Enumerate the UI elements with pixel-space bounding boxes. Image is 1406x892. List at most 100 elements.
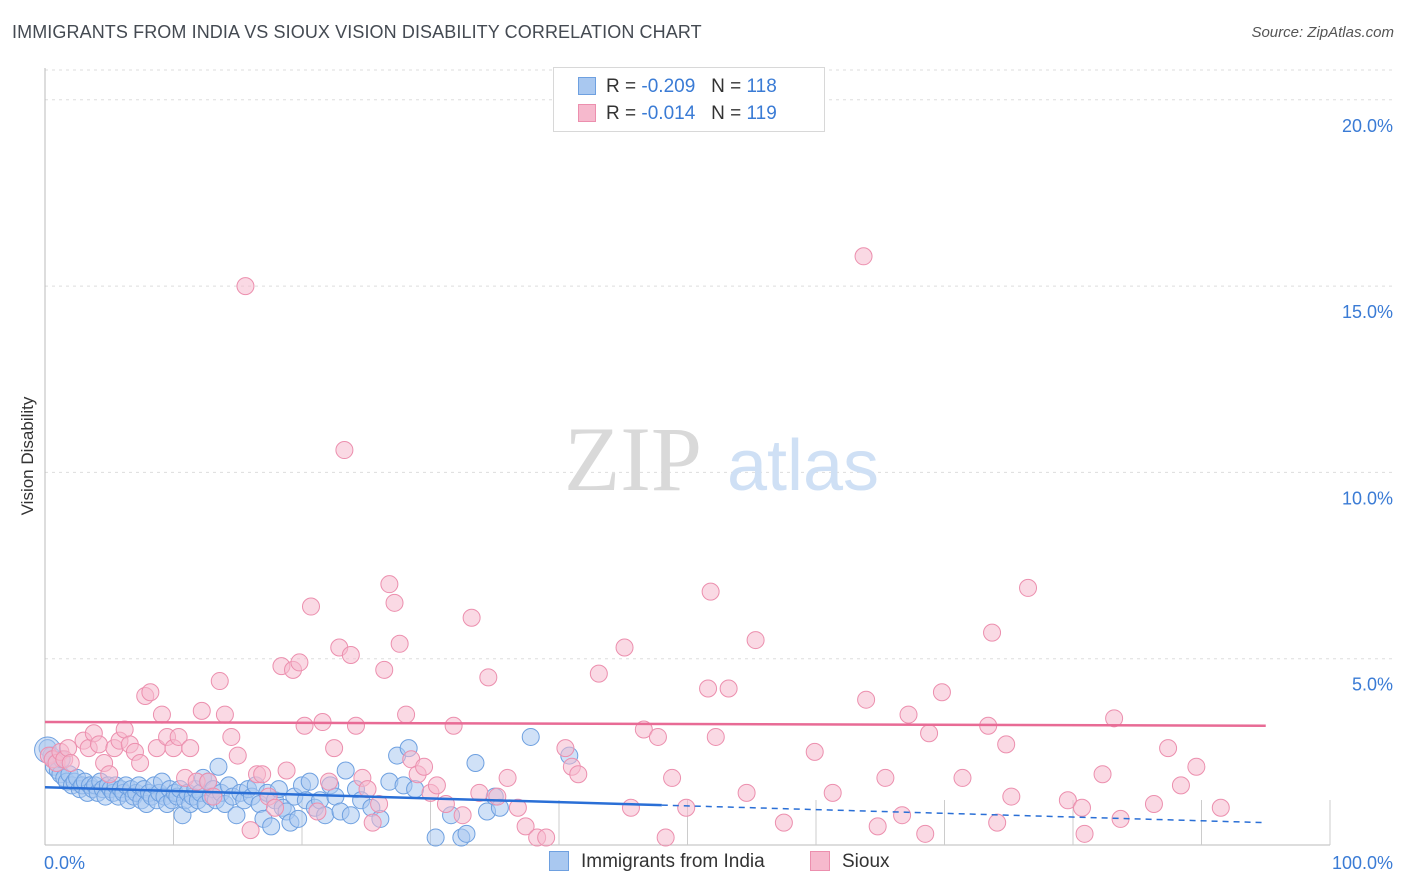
- sioux-point: [719, 679, 738, 698]
- sioux-point: [385, 593, 404, 612]
- x-tick-label-max: 100.0%: [1332, 853, 1393, 873]
- sioux-point: [868, 817, 887, 836]
- sioux-point: [222, 727, 241, 746]
- y-tick-label: 10.0%: [1342, 488, 1393, 508]
- sioux-point: [589, 664, 608, 683]
- sioux-point: [397, 705, 416, 724]
- sioux-point: [1002, 787, 1021, 806]
- sioux-point: [192, 701, 211, 720]
- sioux-point: [854, 247, 873, 266]
- series-sioux-points: [39, 247, 1230, 847]
- y-tick-label: 15.0%: [1342, 302, 1393, 322]
- sioux-point: [380, 575, 399, 594]
- sioux-point: [648, 727, 667, 746]
- sioux-point: [1187, 757, 1206, 776]
- sioux-point: [899, 705, 918, 724]
- india-point: [426, 828, 445, 847]
- sioux-point: [370, 795, 389, 814]
- trendline-india-dashed: [661, 804, 1266, 824]
- sioux-point: [857, 690, 876, 709]
- india-point: [341, 806, 360, 825]
- sioux-point: [737, 783, 756, 802]
- sioux-point: [89, 735, 108, 754]
- india-point: [521, 727, 540, 746]
- sioux-point: [100, 765, 119, 784]
- sioux-point: [204, 787, 223, 806]
- sioux-point: [241, 821, 260, 840]
- sioux-point: [677, 798, 696, 817]
- sioux-point: [983, 623, 1002, 642]
- sioux-point: [621, 798, 640, 817]
- bottom-legend-label-india: Immigrants from India: [581, 851, 765, 872]
- sioux-point: [325, 739, 344, 758]
- legend-n-value: 119: [746, 103, 777, 124]
- trendline-india-solid: [44, 785, 662, 807]
- bottom-legend-sioux: Sioux: [810, 851, 890, 873]
- source-attribution: Source: ZipAtlas.com: [1251, 24, 1394, 41]
- legend-r-value: -0.209: [641, 76, 696, 97]
- sioux-point: [444, 716, 463, 735]
- sioux-point: [706, 727, 725, 746]
- sioux-point: [253, 765, 272, 784]
- bottom-legend-label-sioux: Sioux: [842, 851, 890, 872]
- sioux-point: [488, 787, 507, 806]
- sioux-point: [498, 768, 517, 787]
- bottom-legend-india: Immigrants from India: [549, 851, 765, 873]
- legend-r-label: R =: [606, 76, 637, 97]
- watermark-atlas: atlas: [727, 426, 879, 506]
- sioux-point: [335, 441, 354, 460]
- sioux-point: [427, 776, 446, 795]
- sioux-point: [932, 683, 951, 702]
- sioux-point: [615, 638, 634, 657]
- sioux-point: [131, 754, 150, 773]
- india-point: [300, 772, 319, 791]
- sioux-point: [358, 780, 377, 799]
- india-point: [336, 761, 355, 780]
- sioux-point: [228, 746, 247, 765]
- sioux-point: [375, 660, 394, 679]
- sioux-point: [1144, 795, 1163, 814]
- sioux-point: [1105, 709, 1124, 728]
- india-point: [209, 757, 228, 776]
- y-axis-label: Vision Disability: [18, 396, 37, 515]
- sioux-point: [823, 783, 842, 802]
- sioux-point: [181, 739, 200, 758]
- sioux-point: [290, 653, 309, 672]
- legend-row-india: R = -0.209 N = 118: [578, 76, 777, 100]
- sioux-point: [1075, 824, 1094, 843]
- sioux-point: [634, 720, 653, 739]
- sioux-point: [876, 768, 895, 787]
- india-point: [406, 780, 425, 799]
- india-point: [262, 817, 281, 836]
- sioux-point: [169, 727, 188, 746]
- sioux-point: [920, 724, 939, 743]
- legend-row-sioux: R = -0.014 N = 119: [578, 103, 777, 127]
- sioux-point: [1159, 739, 1178, 758]
- trendlines: [44, 720, 1266, 824]
- india-point: [289, 809, 308, 828]
- sioux-point: [236, 277, 255, 296]
- sioux-point: [152, 705, 171, 724]
- sioux-point: [988, 813, 1007, 832]
- x-tick-label-min: 0.0%: [44, 853, 85, 873]
- sioux-point: [215, 705, 234, 724]
- sioux-point: [699, 679, 718, 698]
- sioux-point: [346, 716, 365, 735]
- sioux-point: [61, 754, 80, 773]
- sioux-point: [508, 798, 527, 817]
- sioux-point: [569, 765, 588, 784]
- gridlines: [45, 69, 1395, 660]
- sioux-point: [805, 742, 824, 761]
- sioux-point: [470, 783, 489, 802]
- sioux-point: [277, 761, 296, 780]
- sioux-point: [341, 645, 360, 664]
- sioux-point: [746, 631, 765, 650]
- sioux-point: [537, 828, 556, 847]
- sioux-point: [656, 828, 675, 847]
- sioux-point: [893, 806, 912, 825]
- sioux-point: [363, 813, 382, 832]
- sioux-point: [266, 798, 285, 817]
- y-tick-label: 5.0%: [1352, 675, 1393, 695]
- legend-n-label: N =: [711, 103, 742, 124]
- watermark-zip: ZIP: [564, 408, 702, 510]
